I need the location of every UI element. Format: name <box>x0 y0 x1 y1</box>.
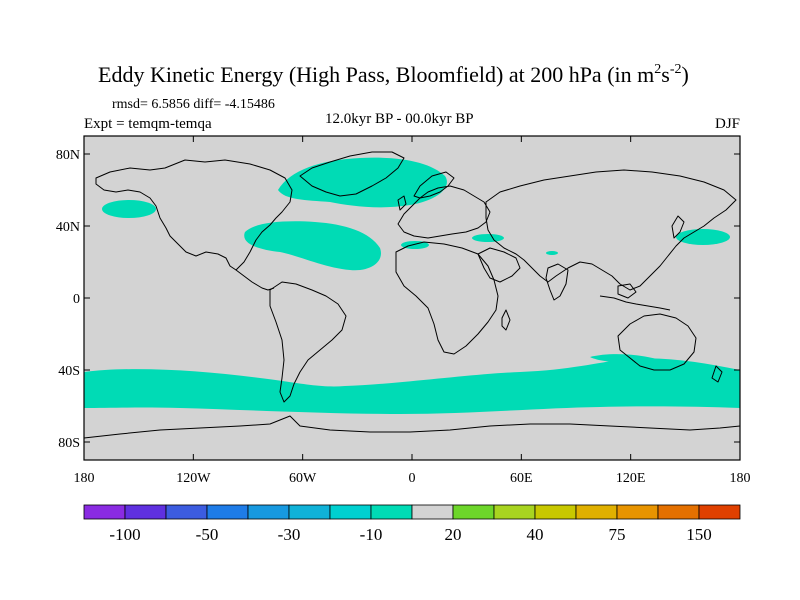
colorbar-swatch <box>411 504 454 520</box>
coast-india <box>545 263 569 301</box>
latitude-axis: 80N 40N 0 40S 80S <box>56 148 740 451</box>
colorbar-label: -50 <box>196 525 219 544</box>
colorbar-swatch <box>83 504 126 520</box>
lon-tick-label: 120W <box>176 471 211 486</box>
lon-tick-label: 60E <box>510 471 533 486</box>
coast-borneo <box>617 283 637 299</box>
colorbar-labels: -100 -50 -30 -10 20 40 75 150 <box>109 525 711 544</box>
lon-tick-label: 60W <box>289 471 317 486</box>
anomaly-region-north-atlantic-mid <box>244 221 381 271</box>
experiment-label: Expt = temqm-temqa <box>84 116 212 132</box>
coast-scandinavia <box>413 171 455 199</box>
colorbar-swatch <box>575 504 618 520</box>
colorbar-label: 20 <box>445 525 462 544</box>
colorbar-swatch <box>452 504 495 520</box>
colorbar-swatch <box>247 504 290 520</box>
lon-tick-label: 180 <box>74 471 95 486</box>
longitude-axis: 180 120W 60W 0 60E 120E 180 <box>74 136 751 486</box>
coast-africa <box>395 241 499 355</box>
lon-tick-label: 180 <box>730 471 751 486</box>
coastlines <box>83 151 741 439</box>
coast-australia <box>617 313 697 371</box>
colorbar-swatch <box>698 504 741 520</box>
coast-europe <box>397 185 491 239</box>
colorbar-label: -30 <box>278 525 301 544</box>
chart-title: Eddy Kinetic Energy (High Pass, Bloomfie… <box>98 62 689 87</box>
colorbar-swatch <box>329 504 372 520</box>
coast-antarctica <box>83 415 741 439</box>
anomaly-region-middle-east <box>472 234 504 242</box>
lon-tick-label: 120E <box>616 471 646 486</box>
anomaly-region-north-pacific <box>102 200 156 218</box>
anomaly-region-south-atlantic-tongue <box>590 354 660 363</box>
anomaly-region-north-africa <box>546 251 558 255</box>
colorbar <box>83 504 741 520</box>
coast-indonesia <box>599 295 671 311</box>
colorbar-swatch <box>370 504 413 520</box>
colorbar-label: -10 <box>360 525 383 544</box>
coast-south-america <box>269 281 347 403</box>
stats-label: rmsd= 6.5856 diff= -4.15486 <box>112 97 275 112</box>
anomaly-region-southern-ocean <box>84 358 740 414</box>
lat-tick-label: 40S <box>58 364 80 379</box>
lat-tick-label: 80S <box>58 436 80 451</box>
colorbar-swatch <box>288 504 331 520</box>
colorbar-swatch <box>206 504 249 520</box>
lat-tick-label: 80N <box>56 148 80 163</box>
anomaly-region-north-atlantic-high <box>278 157 447 208</box>
colorbar-label: 40 <box>527 525 544 544</box>
coast-madagascar <box>501 309 511 331</box>
period-label: 12.0kyr BP - 00.0kyr BP <box>325 111 474 127</box>
colorbar-swatch <box>534 504 577 520</box>
coast-north-america <box>95 159 293 271</box>
colorbar-swatch <box>493 504 536 520</box>
colorbar-label: 75 <box>609 525 626 544</box>
colorbar-label: 150 <box>686 525 712 544</box>
colorbar-swatch <box>165 504 208 520</box>
coast-british-isles <box>397 195 407 211</box>
colorbar-swatch <box>616 504 659 520</box>
lat-tick-label: 40N <box>56 220 80 235</box>
anomaly-regions <box>84 157 740 414</box>
anomaly-region-northwest-pacific <box>676 229 730 245</box>
season-label: DJF <box>715 116 740 132</box>
lat-tick-label: 0 <box>73 292 80 307</box>
coast-greenland <box>299 151 405 197</box>
coast-arabia <box>477 247 521 283</box>
colorbar-label: -100 <box>109 525 140 544</box>
lon-tick-label: 0 <box>409 471 416 486</box>
coast-asia <box>485 169 737 291</box>
colorbar-swatch <box>657 504 700 520</box>
coast-japan <box>671 215 685 239</box>
coast-new-zealand <box>711 365 723 383</box>
coast-central-america <box>235 269 275 291</box>
colorbar-swatch <box>124 504 167 520</box>
